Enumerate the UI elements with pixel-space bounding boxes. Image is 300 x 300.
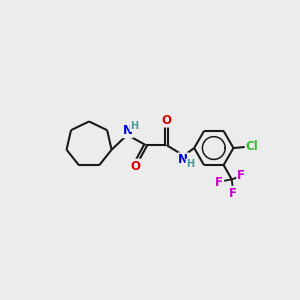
- Text: H: H: [186, 159, 194, 170]
- Text: O: O: [161, 114, 172, 127]
- Text: F: F: [229, 187, 237, 200]
- Text: N: N: [123, 124, 133, 137]
- Text: Cl: Cl: [246, 140, 258, 153]
- Text: F: F: [237, 169, 245, 182]
- Text: F: F: [215, 176, 223, 189]
- Text: O: O: [130, 160, 140, 172]
- Text: H: H: [130, 121, 139, 131]
- Text: N: N: [178, 153, 188, 166]
